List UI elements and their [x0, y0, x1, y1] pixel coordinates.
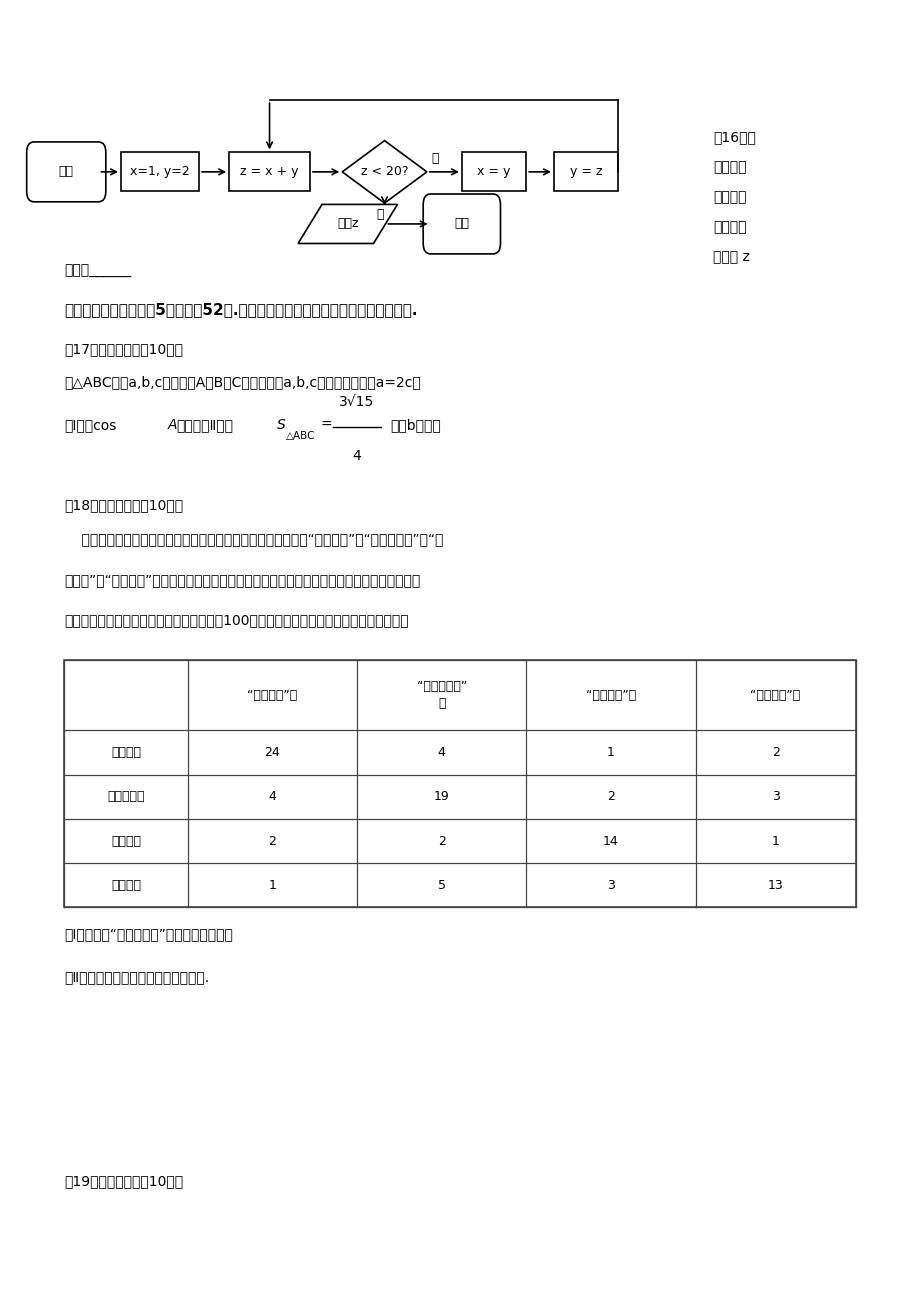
FancyBboxPatch shape [27, 142, 106, 202]
Text: 输出z: 输出z [336, 217, 358, 230]
Polygon shape [342, 141, 426, 203]
Text: 厨余垃圾: 厨余垃圾 [111, 746, 141, 759]
Bar [64, 660, 855, 907]
Text: 13: 13 [766, 879, 783, 892]
Text: 2: 2 [607, 790, 614, 803]
Text: x=1, y=2: x=1, y=2 [130, 165, 189, 178]
Text: 2: 2 [268, 835, 276, 848]
FancyBboxPatch shape [423, 194, 500, 254]
Text: 其他垃圾: 其他垃圾 [111, 879, 141, 892]
Text: （19）（本小题满分10分）: （19）（本小题满分10分） [64, 1174, 183, 1189]
Text: 2: 2 [771, 746, 778, 759]
Text: 24: 24 [265, 746, 280, 759]
Text: 3: 3 [771, 790, 778, 803]
Text: z = x + y: z = x + y [240, 165, 299, 178]
Text: 开始: 开始 [59, 165, 74, 178]
Text: x = y: x = y [477, 165, 510, 178]
Bar [461, 152, 526, 191]
Text: y = z: y = z [569, 165, 602, 178]
Bar [120, 152, 199, 191]
Text: 近年来，某市为了促进生活垃圾的分类处理，将生活垃圾分为“厨余垃圾”、“可回收垃圾”、“有: 近年来，某市为了促进生活垃圾的分类处理，将生活垃圾分为“厨余垃圾”、“可回收垃圾… [64, 533, 443, 547]
Text: 1: 1 [771, 835, 778, 848]
Bar [553, 152, 618, 191]
Text: 行如图所: 行如图所 [712, 160, 745, 174]
Text: 19: 19 [434, 790, 449, 803]
Text: “其他垃圾”筱: “其他垃圾”筱 [750, 689, 800, 702]
Text: （16）执: （16）执 [712, 130, 755, 145]
Text: （Ⅰ）求cos: （Ⅰ）求cos [64, 418, 117, 432]
Text: ，求b的值。: ，求b的值。 [390, 418, 440, 432]
Text: 的値是______: 的値是______ [64, 264, 131, 279]
Text: 害垃圾”和“其他垃圾”等四类，并分别设置了相应的垃圾筱，为调查居民生活垃圾的正确分类投: 害垃圾”和“其他垃圾”等四类，并分别设置了相应的垃圾筱，为调查居民生活垃圾的正确… [64, 573, 420, 587]
Text: “厨余垃圾”筱: “厨余垃圾”筱 [247, 689, 297, 702]
Text: 有害垃圾: 有害垃圾 [111, 835, 141, 848]
Text: 输出的 z: 输出的 z [712, 250, 749, 264]
Bar [229, 152, 310, 191]
Text: 在△ABC内，a,b,c分别为角A，B，C所对的边，a,b,c成等差数列，且a=2c。: 在△ABC内，a,b,c分别为角A，B，C所对的边，a,b,c成等差数列，且a=… [64, 375, 421, 389]
Text: 4: 4 [268, 790, 276, 803]
Text: △ABC: △ABC [286, 431, 315, 441]
Text: 1: 1 [268, 879, 276, 892]
Text: 框图，则: 框图，则 [712, 220, 745, 234]
Text: “有害垃圾”筱: “有害垃圾”筱 [585, 689, 635, 702]
Text: （Ⅰ）试估计“可回收垃圾”投放正确的概率；: （Ⅰ）试估计“可回收垃圾”投放正确的概率； [64, 927, 233, 941]
Text: 三、解答题：本大题共5小题，共52分.解答应写出文字说明、证明过程或演算步骤.: 三、解答题：本大题共5小题，共52分.解答应写出文字说明、证明过程或演算步骤. [64, 302, 417, 318]
Text: 14: 14 [602, 835, 618, 848]
Text: （Ⅱ）试估计生活垃圾投放错误的概率.: （Ⅱ）试估计生活垃圾投放错误的概率. [64, 970, 210, 984]
Text: 的值；（Ⅱ）若: 的值；（Ⅱ）若 [176, 418, 233, 432]
Text: 4: 4 [437, 746, 445, 759]
Text: （18）（本小题满分10分）: （18）（本小题满分10分） [64, 499, 183, 513]
Text: 放情况，现随机抽取了该市四类垃圾筱总计100咀生活垃圾，数据统计如下（单位：咀）：: 放情况，现随机抽取了该市四类垃圾筱总计100咀生活垃圾，数据统计如下（单位：咀）… [64, 613, 409, 628]
Text: 否: 否 [376, 208, 383, 221]
Text: S: S [277, 418, 286, 432]
Text: （17）（本小题满分10分）: （17）（本小题满分10分） [64, 342, 183, 357]
Text: 是: 是 [431, 152, 438, 165]
Text: 1: 1 [607, 746, 614, 759]
Text: 结束: 结束 [454, 217, 469, 230]
Text: 2: 2 [437, 835, 445, 848]
Polygon shape [298, 204, 397, 243]
Text: z < 20?: z < 20? [360, 165, 408, 178]
Text: A: A [167, 418, 176, 432]
Text: “可回收垃圾”
筱: “可回收垃圾” 筱 [416, 680, 466, 711]
Text: 4: 4 [352, 449, 361, 464]
Text: 3√15: 3√15 [339, 395, 374, 409]
Text: =: = [320, 418, 332, 432]
Text: 3: 3 [607, 879, 614, 892]
Text: 可回收垃圾: 可回收垃圾 [108, 790, 144, 803]
Text: 示的程序: 示的程序 [712, 190, 745, 204]
Text: 5: 5 [437, 879, 445, 892]
